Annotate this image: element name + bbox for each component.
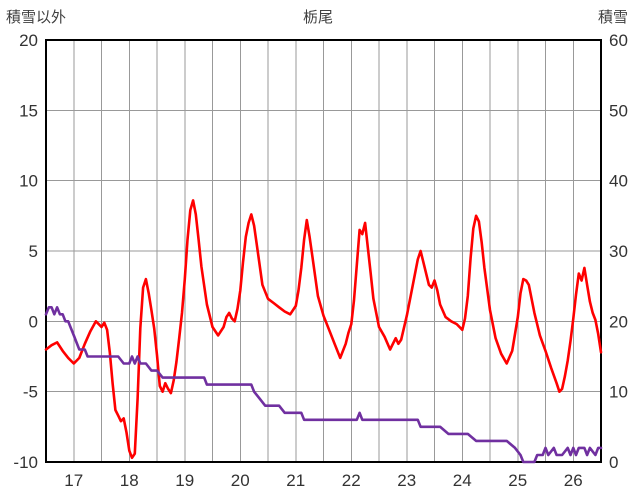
right-tick-label: 10 <box>609 383 628 402</box>
left-tick-label: -5 <box>23 383 38 402</box>
x-tick-label: 23 <box>397 471 416 490</box>
right-tick-label: 20 <box>609 312 628 331</box>
right-axis-title: 積雪 <box>597 9 628 26</box>
left-axis-title: 積雪以外 <box>6 9 67 26</box>
right-tick-label: 50 <box>609 101 628 120</box>
x-tick-label: 18 <box>120 471 139 490</box>
left-tick-label: 10 <box>19 172 38 191</box>
chart-title: 栃尾 <box>302 9 333 26</box>
right-tick-label: 0 <box>609 453 618 472</box>
series-line-left <box>44 199 603 460</box>
plot-border <box>45 39 602 463</box>
left-tick-label: 20 <box>19 31 38 50</box>
x-tick-label: 22 <box>342 471 361 490</box>
right-tick-label: 40 <box>609 172 628 191</box>
left-tick-label: 15 <box>19 101 38 120</box>
left-tick-label: 5 <box>29 242 38 261</box>
right-tick-label: 60 <box>609 31 628 50</box>
x-tick-label: 21 <box>286 471 305 490</box>
gridlines <box>45 39 602 463</box>
x-tick-label: 24 <box>453 471 472 490</box>
left-tick-label: 0 <box>29 312 38 331</box>
right-tick-label: 30 <box>609 242 628 261</box>
x-tick-label: 17 <box>64 471 83 490</box>
x-tick-label: 26 <box>564 471 583 490</box>
x-tick-label: 20 <box>231 471 250 490</box>
series-line-right <box>44 305 603 464</box>
left-tick-label: -10 <box>13 453 38 472</box>
x-tick-label: 19 <box>175 471 194 490</box>
x-tick-label: 25 <box>508 471 527 490</box>
